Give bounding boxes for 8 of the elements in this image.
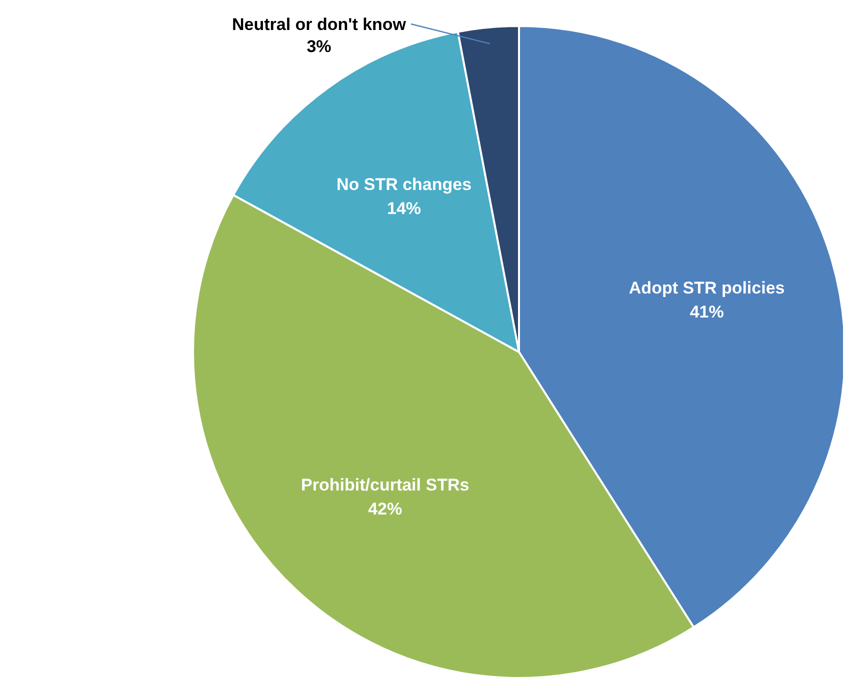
data-label: 41%	[690, 302, 724, 322]
slice-label: Prohibit/curtail STRs	[301, 476, 470, 495]
data-label: 3%	[306, 37, 332, 56]
data-label: 14%	[387, 198, 422, 218]
slice-label: Adopt STR policies	[628, 278, 785, 298]
slice-label: Neutral or don't know	[232, 15, 407, 34]
data-label: 42%	[368, 500, 402, 519]
slice-label: No STR changes	[336, 174, 472, 194]
